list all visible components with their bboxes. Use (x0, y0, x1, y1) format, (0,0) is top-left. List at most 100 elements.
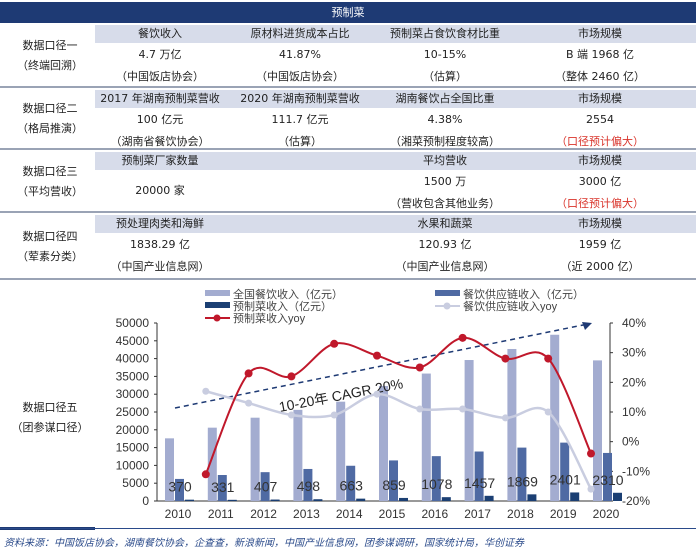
data-point (245, 399, 253, 407)
x-tick-label: 2011 (208, 507, 234, 521)
section-label-line: 数据口径二 (22, 102, 78, 115)
column-value: 120.93 亿 (418, 238, 472, 251)
column-value: 1959 亿 (578, 238, 622, 251)
column-note: （中国饭店协会） (256, 70, 344, 83)
data-label: 859 (382, 477, 406, 493)
data-label: 1869 (507, 473, 538, 489)
bar (484, 495, 494, 501)
column-note: （估算） (423, 70, 467, 83)
bar (185, 499, 194, 501)
data-label: 2401 (550, 471, 581, 487)
table-title: 预制菜 (0, 2, 696, 23)
y2-tick-label: 0% (622, 435, 640, 449)
column-header: 市场规模 (578, 27, 622, 40)
section-header-band (95, 25, 696, 43)
column-value: 41.87% (279, 48, 321, 61)
trend-arrow (174, 323, 589, 409)
section-label: 数据口径三 （平均营收） (0, 162, 100, 202)
legend-swatch (205, 302, 230, 308)
x-tick-label: 2017 (464, 507, 491, 521)
section-label: 数据口径四 （荤素分类） (0, 227, 100, 267)
data-point (458, 333, 467, 342)
series-line (205, 390, 593, 490)
bar (336, 401, 346, 501)
data-point (287, 372, 296, 381)
bar (303, 468, 313, 501)
chart-label: 数据口径五 （团参谋口径） (0, 398, 100, 438)
bar (527, 494, 537, 501)
column-value: 10-15% (423, 48, 467, 61)
data-point (416, 405, 424, 413)
x-tick-label: 2013 (293, 507, 320, 521)
column-note: （近 2000 亿） (560, 260, 640, 273)
bar (474, 451, 484, 501)
data-point (544, 354, 553, 363)
section-header-band (95, 215, 696, 233)
column-note: （估算） (278, 135, 322, 148)
column-value: 1838.29 亿 (130, 238, 190, 251)
column-header: 湖南餐饮占全国比重 (395, 92, 495, 105)
column-value: 111.7 亿元 (271, 113, 329, 126)
column-header: 2017 年湖南预制菜营收 (100, 92, 220, 105)
section-label-line: 数据口径三 (22, 164, 78, 178)
column-header: 市场规模 (578, 92, 622, 105)
data-point (587, 485, 595, 493)
data-label: 1457 (464, 475, 495, 491)
y-tick-label: 40000 (116, 352, 150, 366)
y-tick-label: 5000 (122, 476, 149, 490)
column-note: （口径预计偏大） (556, 135, 644, 148)
x-tick-label: 2019 (550, 507, 577, 521)
chart: 0 5000 10000 15000 20000 25000 30000 35000 40000… (116, 287, 651, 521)
section-label-line: （格局推演） (17, 122, 83, 135)
data-point (330, 339, 339, 348)
column-value: 4.7 万亿 (138, 48, 182, 61)
chart-label-line: 数据口径五 (22, 401, 78, 414)
x-tick-label: 2018 (507, 507, 534, 521)
legend-label: 全国餐饮收入（亿元） (233, 287, 343, 301)
data-point (330, 411, 338, 419)
arrow-head (582, 322, 592, 330)
bar (613, 492, 622, 501)
section-label-line: （平均营收） (17, 184, 83, 198)
bar (431, 456, 441, 501)
data-point (544, 408, 552, 416)
column-note: （中国产业信息网） (395, 260, 495, 273)
data-point (587, 449, 595, 458)
y2-tick-label: 40% (622, 316, 646, 330)
section-label-line: （终端回溯） (17, 58, 83, 72)
column-value: 20000 家 (135, 184, 185, 197)
bar (389, 460, 398, 501)
y2-tick-label: -20% (622, 494, 650, 508)
column-header: 2020 年湖南预制菜营收 (240, 92, 360, 105)
y-tick-label: 45000 (116, 334, 150, 348)
column-header: 平均营收 (423, 154, 467, 167)
bar (356, 498, 366, 501)
y-tick-label: 10000 (116, 458, 150, 472)
bar (346, 465, 356, 501)
legend-label: 餐饮供应链收入yoy (463, 299, 558, 313)
column-value: 100 亿元 (136, 113, 184, 126)
bar (421, 373, 431, 501)
series-line (204, 336, 592, 475)
column-note: （营收包含其他业务） (390, 197, 500, 210)
x-tick-label: 2012 (250, 507, 277, 521)
legend-swatch (435, 290, 460, 296)
column-value: B 端 1968 亿 (565, 48, 635, 61)
legend-marker (213, 314, 221, 322)
column-note: （湘菜预制程度较高） (390, 135, 500, 148)
x-tick-label: 2020 (593, 507, 620, 521)
column-header: 预制菜占食饮食材比重 (390, 27, 500, 40)
data-label: 370 (168, 479, 192, 495)
bar (517, 447, 527, 501)
column-header: 市场规模 (578, 217, 622, 230)
bar (441, 497, 451, 501)
column-header: 预制菜厂家数量 (121, 154, 199, 167)
column-note: （中国产业信息网） (110, 260, 210, 273)
data-point (201, 470, 210, 479)
data-point (244, 369, 253, 378)
data-section: 数据口径三 （平均营收） 预制菜厂家数量 20000 家 平均营收 1500 万 （营收包… (0, 150, 696, 213)
data-label: 407 (254, 479, 278, 495)
y-tick-label: 0 (142, 494, 149, 508)
y-tick-label: 20000 (116, 423, 150, 437)
column-header: 水果和蔬菜 (417, 217, 473, 230)
